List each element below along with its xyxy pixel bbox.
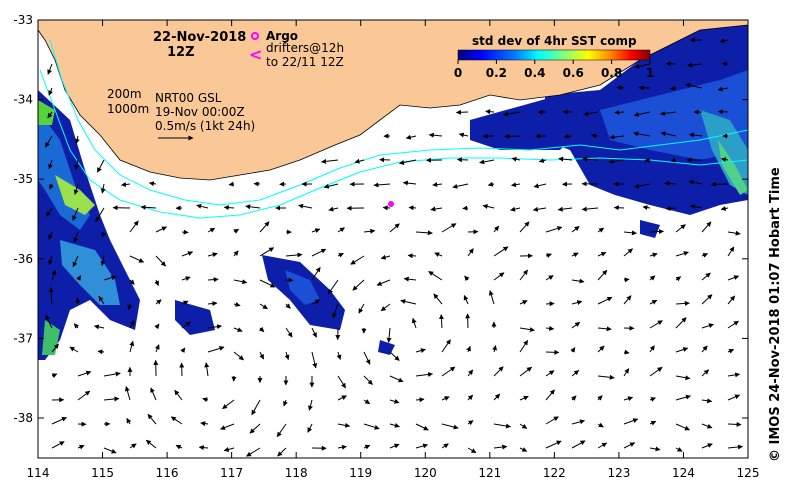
current-vector-arrow <box>722 64 728 65</box>
product-label: NRT00 GSL <box>155 91 222 105</box>
longitude-tick-label: 115 <box>91 466 114 480</box>
current-vector-arrow <box>486 111 494 112</box>
colorbar-tick-label: 1 <box>646 66 654 80</box>
current-vector-arrow <box>182 232 188 233</box>
current-vector-arrow <box>457 160 468 161</box>
longitude-tick-label: 123 <box>607 466 630 480</box>
current-vector-arrow <box>408 255 416 256</box>
imos-credit: © IMOS 24-Nov-2018 01:07 Hobart Time <box>768 167 783 462</box>
longitude-tick-label: 117 <box>220 466 243 480</box>
longitude-tick-label: 124 <box>672 466 695 480</box>
current-vector-arrow <box>98 351 104 352</box>
current-vector-arrow <box>224 207 234 208</box>
drifters-legend-line2: to 22/11 12Z <box>266 55 344 69</box>
contour-1000m-label: 1000m <box>107 102 149 116</box>
map-date: 22-Nov-2018 <box>153 30 246 45</box>
colorbar-title: std dev of 4hr SST comp <box>472 34 637 48</box>
current-vector-arrow <box>718 112 728 113</box>
current-vector-arrow <box>650 231 664 232</box>
scale-label: 0.5m/s (1kt 24h) <box>155 119 255 133</box>
current-vector-arrow <box>546 352 559 353</box>
longitude-tick-label: 118 <box>285 466 308 480</box>
longitude-tick-label: 114 <box>27 466 50 480</box>
longitude-tick-label: 125 <box>737 466 760 480</box>
colorbar-tick-label: 0 <box>454 66 462 80</box>
current-vector-arrow <box>456 112 468 113</box>
latitude-tick-label: -33 <box>13 13 33 27</box>
colorbar-tick-label: 0.6 <box>563 66 584 80</box>
current-vector-arrow <box>416 399 424 400</box>
plot-area <box>38 20 748 458</box>
current-vector-arrow <box>617 87 624 88</box>
latitude-tick-label: -37 <box>13 331 33 345</box>
current-vector-arrow <box>615 112 624 113</box>
colorbar-tick-label: 0.2 <box>486 66 507 80</box>
colorbar-tick-label: 0.4 <box>524 66 545 80</box>
longitude-tick-label: 120 <box>414 466 437 480</box>
current-vector-arrow <box>614 208 624 209</box>
latitude-tick-label: -34 <box>13 93 33 107</box>
longitude-tick-label: 116 <box>156 466 179 480</box>
latitude-tick-label: -35 <box>13 172 33 186</box>
current-vector-arrow <box>546 304 554 305</box>
longitude-tick-label: 121 <box>478 466 501 480</box>
contour-200m-label: 200m <box>107 87 142 101</box>
current-vector-arrow <box>208 279 218 280</box>
drifters-legend-line1: drifters@12h <box>266 41 344 55</box>
colorbar-tick-label: 0.8 <box>601 66 622 80</box>
product-date-label: 19-Nov 00:00Z <box>155 105 245 119</box>
longitude-tick-label: 122 <box>543 466 566 480</box>
latitude-tick-label: -36 <box>13 252 33 266</box>
current-vector-arrow <box>463 208 468 209</box>
argo-float-marker <box>388 201 394 207</box>
longitude-tick-label: 119 <box>349 466 372 480</box>
drifter-chevron-icon: < <box>249 45 262 64</box>
latitude-tick-label: -38 <box>13 411 33 425</box>
current-vector-arrow <box>468 314 469 328</box>
colorbar-gradient <box>458 50 650 60</box>
map-hour: 12Z <box>167 45 195 60</box>
current-vector-arrow <box>383 208 390 209</box>
current-vector-arrow <box>409 207 416 208</box>
current-vector-arrow <box>505 136 520 137</box>
current-vector-arrow <box>728 424 741 425</box>
